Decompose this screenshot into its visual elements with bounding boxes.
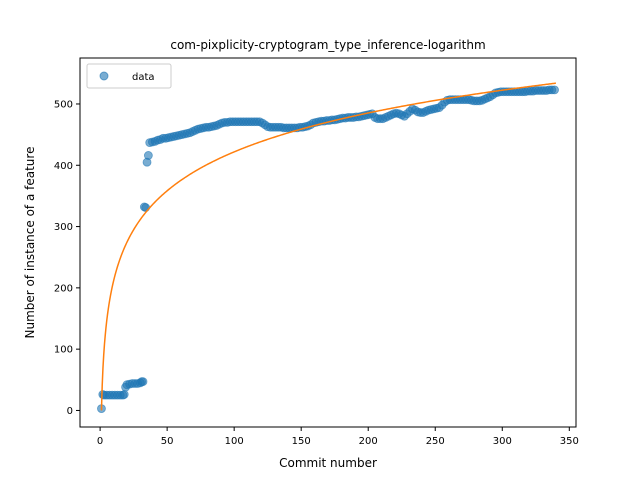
x-axis-label: Commit number [279,456,377,470]
y-tick-label: 200 [54,283,73,294]
x-tick-label: 300 [493,436,512,447]
axes-frame [79,57,577,428]
x-axis-ticks: 0 50 100 150 200 250 300 350 [97,427,579,447]
y-tick-label: 0 [67,406,73,417]
legend-marker-data [99,71,109,81]
data-point [143,151,153,160]
legend: data [86,63,172,89]
y-tick-label: 100 [54,345,73,356]
y-tick-label: 500 [54,99,73,110]
x-tick-label: 150 [292,436,311,447]
data-point [550,85,559,95]
x-tick-label: 200 [359,436,378,447]
chart-title: com-pixplicity-cryptogram_type_inference… [170,38,485,52]
data-point [119,390,129,399]
data-points [97,85,559,414]
fit-line [100,82,556,411]
legend-label-data: data [132,72,155,83]
data-point [138,377,148,387]
plot-area: 0 50 100 150 200 250 300 350 0 100 200 300 400 500 [54,57,579,447]
x-tick-label: 0 [97,436,103,447]
y-axis-ticks: 0 100 200 300 400 500 [54,99,80,417]
x-tick-label: 250 [426,436,445,447]
data-point [141,203,151,212]
x-tick-label: 100 [225,436,244,447]
y-tick-label: 300 [54,222,73,233]
x-tick-label: 50 [161,436,174,447]
y-tick-label: 400 [54,161,73,172]
x-tick-label: 350 [560,436,579,447]
legend-box [86,63,172,89]
y-axis-label: Number of instance of a feature [23,147,37,339]
